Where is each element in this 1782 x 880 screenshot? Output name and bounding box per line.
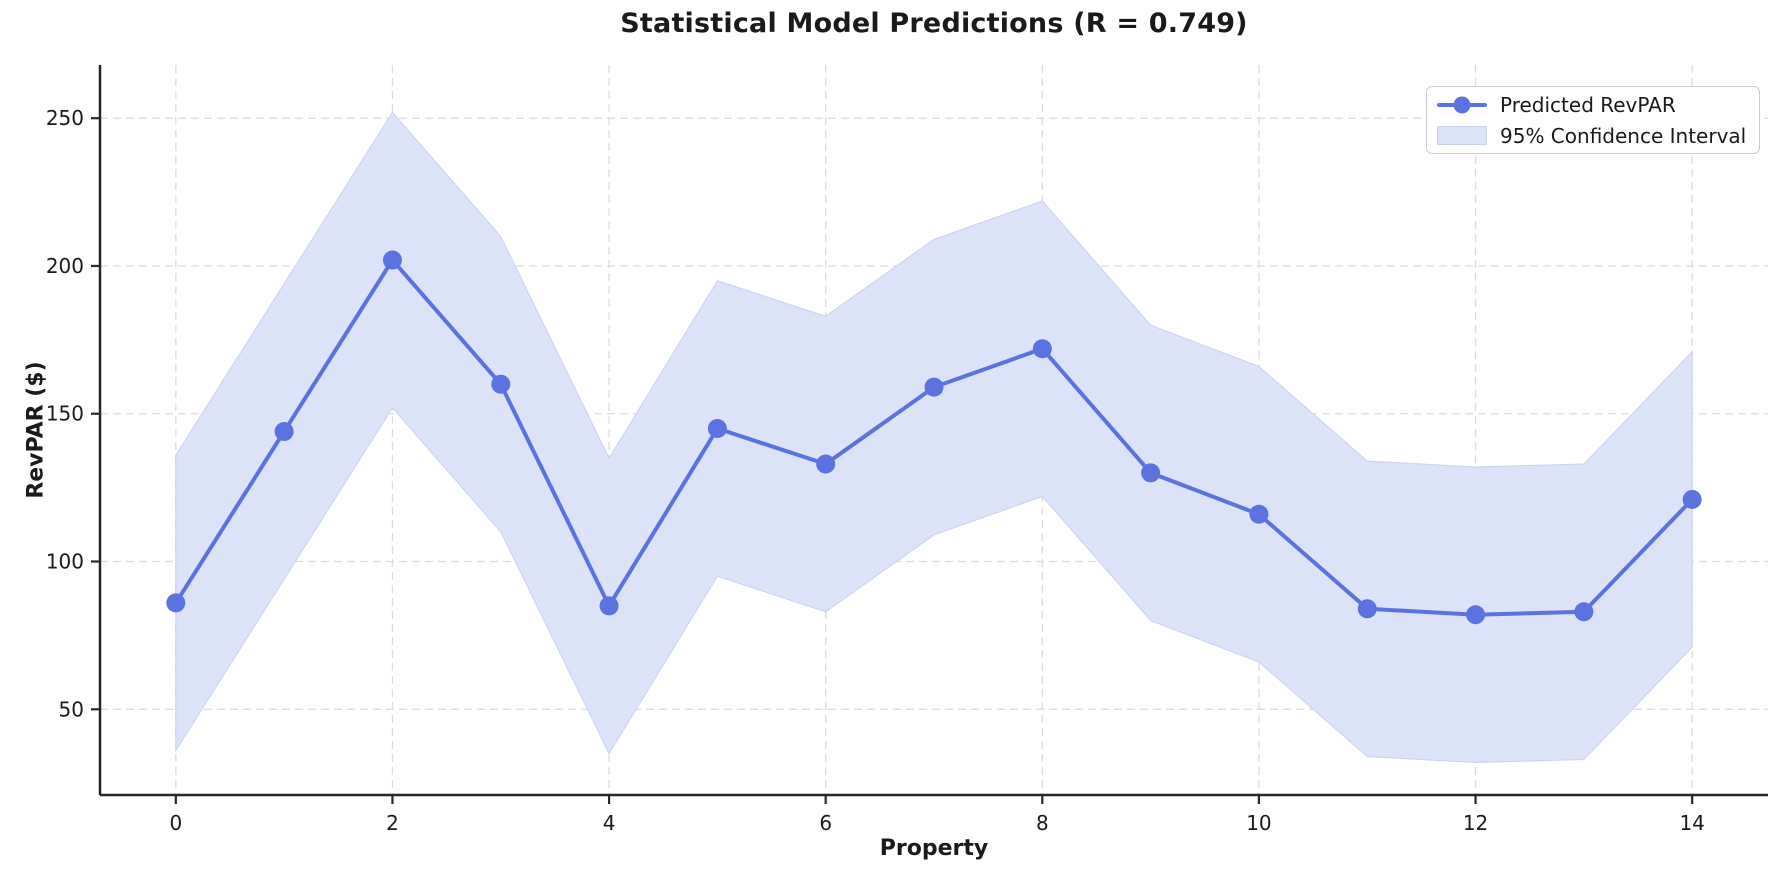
data-point [166,593,186,613]
x-tick-label: 14 [1679,811,1704,835]
data-point [1682,489,1702,509]
band-swatch [1437,126,1487,145]
y-tick-label: 150 [46,402,84,426]
x-tick-label: 6 [819,811,832,835]
data-point-markers [166,250,1702,625]
legend-label: 95% Confidence Interval [1500,123,1747,148]
line-marker-swatch [1437,96,1487,113]
marker-dot-icon [1453,96,1471,113]
x-tick-label: 10 [1246,811,1271,835]
data-point [1032,339,1052,359]
x-tick-label: 2 [386,811,399,835]
x-axis-label: Property [879,836,989,861]
data-point [1357,599,1377,619]
data-point [274,421,294,441]
data-point [1466,605,1486,625]
data-point [1141,463,1161,483]
x-tick-label: 0 [169,811,182,835]
legend-item-confidence-interval: 95% Confidence Interval [1437,122,1749,149]
data-point [707,419,727,439]
x-tick-label: 4 [603,811,616,835]
legend-item-predicted-revpar: Predicted RevPAR [1437,91,1749,118]
legend-label: Predicted RevPAR [1500,92,1676,117]
chart-title: Statistical Model Predictions (R = 0.749… [620,8,1248,39]
y-tick-label: 100 [46,550,84,574]
y-tick-label: 50 [59,697,84,721]
confidence-band [175,111,1693,763]
data-point [816,454,836,474]
data-point [491,374,511,394]
y-tick-label: 200 [46,254,84,278]
axes-spines [98,65,1768,797]
y-tick-label: 250 [46,106,84,130]
data-point [382,250,402,270]
data-point [1249,504,1269,524]
data-point [924,377,944,397]
x-tick-label: 12 [1463,811,1488,835]
axis-ticks: 0 2 4 6 8 10 12 14 50 100 150 200 250 [46,106,1705,835]
x-tick-label: 8 [1036,811,1049,835]
legend: Predicted RevPAR 95% Confidence Interval [1426,86,1760,154]
data-point [599,596,619,616]
data-point [1574,602,1594,622]
